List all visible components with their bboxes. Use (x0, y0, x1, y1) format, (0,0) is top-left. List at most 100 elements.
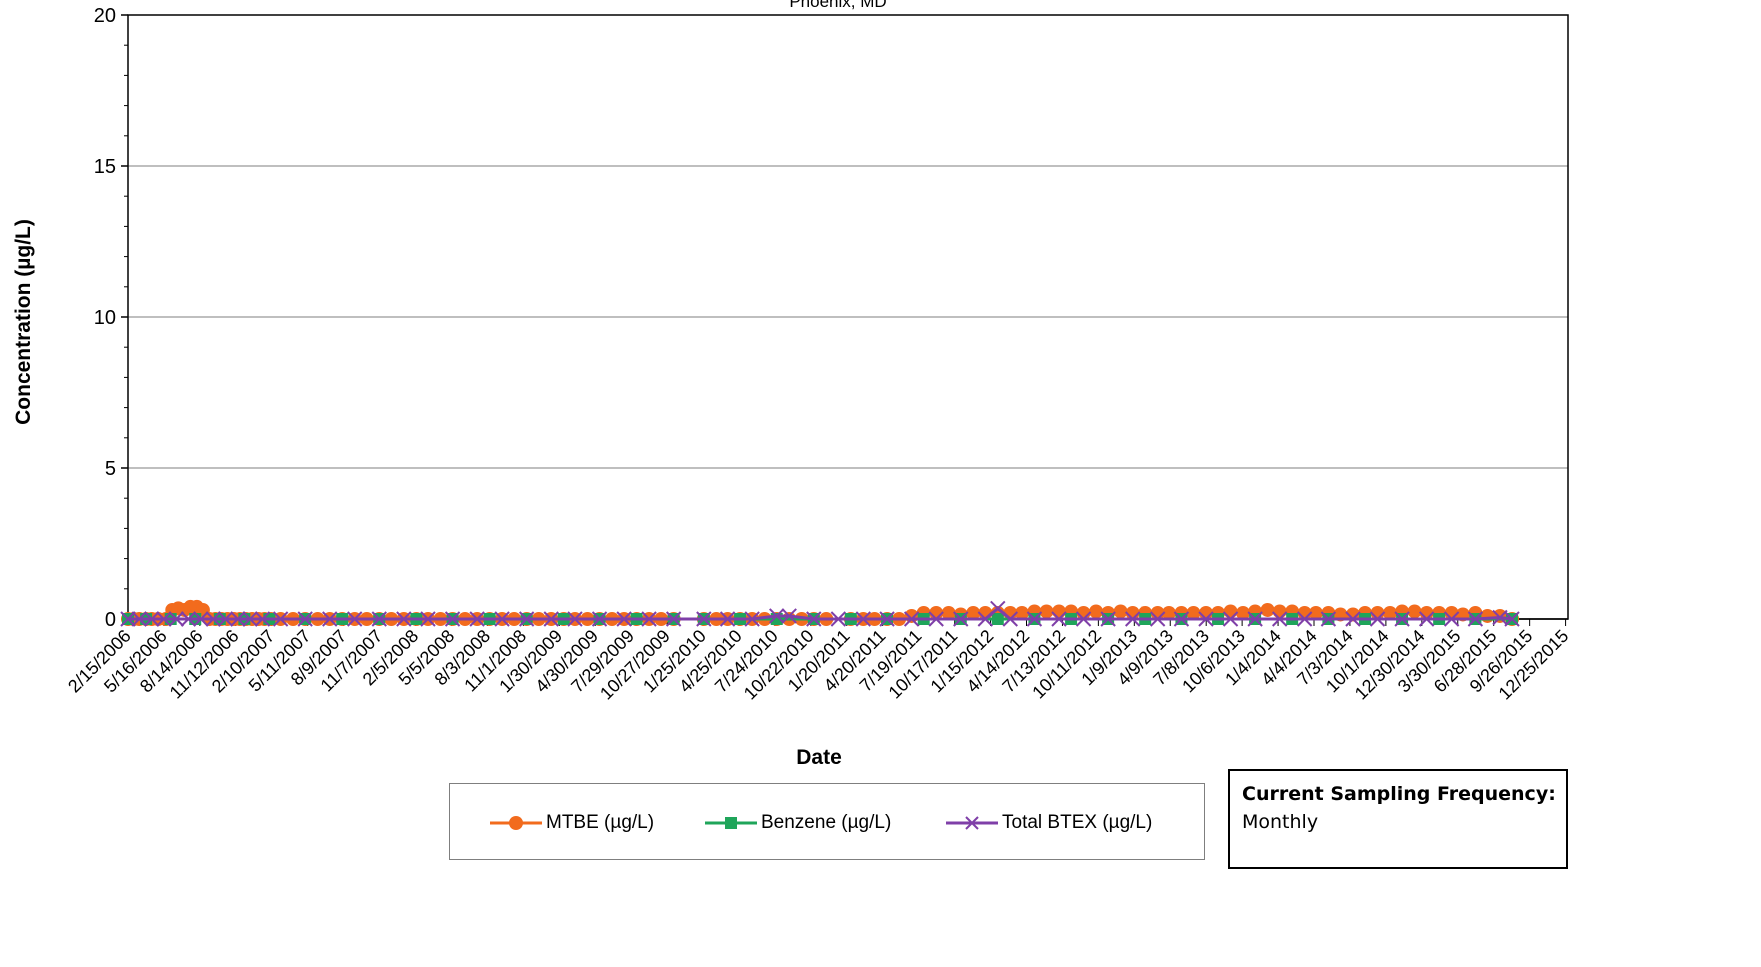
data-point-stroke (144, 611, 160, 627)
data-point-stroke (1124, 611, 1141, 627)
data-point-total-btex-g-l (616, 611, 632, 627)
data-point-total-btex-g-l (297, 611, 313, 627)
data-point-stroke (217, 611, 234, 627)
data-point-total-btex-g-l (180, 611, 197, 627)
data-point-benzene-g-l (991, 613, 1004, 625)
data-point-total-btex-g-l (144, 611, 160, 627)
data-point-stroke (696, 611, 712, 627)
data-point-stroke (1320, 611, 1337, 627)
data-point-total-btex-g-l (168, 611, 185, 627)
data-point-total-btex-g-l (1345, 611, 1361, 627)
data-point-stroke (1002, 611, 1018, 627)
data-point-total-btex-g-l (879, 611, 895, 627)
data-point-mtbe-g-l (1383, 605, 1398, 620)
data-point-mtbe-g-l (1113, 604, 1128, 619)
data-point-stroke (1345, 611, 1361, 627)
data-point-stroke (591, 611, 608, 627)
data-point-total-btex-g-l (830, 611, 847, 627)
series-layer (120, 599, 1520, 627)
data-point-stroke (322, 611, 338, 627)
data-point-stroke (230, 611, 246, 627)
data-point-stroke (1149, 611, 1166, 627)
data-point-stroke (272, 611, 289, 627)
data-point-stroke (990, 600, 1006, 617)
data-point-stroke (781, 608, 797, 624)
data-point-stroke (1443, 611, 1460, 627)
legend-swatch-mtbe (490, 816, 542, 830)
data-point-total-btex-g-l (469, 611, 485, 627)
legend: MTBE (µg/L) Benzene (µg/L) Total BTEX (µ… (449, 783, 1205, 860)
data-point-total-btex-g-l (1149, 611, 1166, 627)
y-tick-label: 5 (105, 458, 116, 480)
data-point-total-btex-g-l (444, 611, 461, 627)
data-point-total-btex-g-l (131, 611, 147, 627)
data-point-total-btex-g-l (567, 611, 583, 627)
legend-item-total-btex: Total BTEX (µg/L) (946, 812, 1152, 834)
gridlines (128, 165, 1568, 469)
data-point-total-btex-g-l (1026, 611, 1043, 627)
data-point-total-btex-g-l (977, 611, 994, 627)
data-point-mtbe-g-l (904, 608, 919, 623)
data-point-stroke (1051, 611, 1067, 627)
legend-swatch-total-btex (946, 816, 998, 830)
data-point-stroke (719, 611, 736, 627)
data-point-mtbe-g-l (1236, 605, 1251, 620)
data-point-total-btex-g-l (242, 611, 258, 627)
data-point-total-btex-g-l (254, 611, 271, 627)
data-point-stroke (371, 611, 387, 627)
data-point-stroke (616, 611, 632, 627)
data-point-total-btex-g-l (769, 608, 785, 624)
data-point-total-btex-g-l (322, 611, 338, 627)
data-point-total-btex-g-l (665, 611, 682, 627)
data-point-total-btex-g-l (1394, 611, 1410, 627)
data-point-total-btex-g-l (1467, 611, 1484, 627)
data-point-stroke (977, 611, 994, 627)
data-point-stroke (806, 611, 822, 627)
legend-label-benzene: Benzene (µg/L) (761, 812, 892, 833)
data-point-total-btex-g-l (396, 611, 412, 627)
data-point-total-btex-g-l (205, 611, 222, 627)
data-point-stroke (928, 611, 944, 627)
data-point-total-btex-g-l (1504, 611, 1520, 627)
data-point-stroke (131, 611, 147, 627)
data-point-stroke (641, 611, 657, 627)
data-point-stroke (347, 611, 363, 627)
data-point-stroke (855, 611, 872, 627)
data-point-total-btex-g-l (217, 611, 234, 627)
data-point-stroke (1100, 611, 1116, 627)
data-point-stroke (444, 611, 461, 627)
data-point-stroke (1418, 611, 1435, 627)
x-axis-title: Date (796, 746, 842, 769)
y-axis-title: Concentration (µg/L) (12, 219, 35, 425)
data-point-total-btex-g-l (120, 611, 136, 627)
legend-label-total-btex: Total BTEX (µg/L) (1002, 812, 1153, 833)
data-point-stroke (193, 611, 209, 627)
data-point-stroke (543, 611, 559, 627)
data-point-total-btex-g-l (591, 611, 608, 627)
data-point-stroke (1271, 611, 1288, 627)
data-point-stroke (120, 611, 136, 627)
data-point-total-btex-g-l (1320, 611, 1337, 627)
data-point-total-btex-g-l (953, 611, 969, 627)
data-point-stroke (1467, 611, 1484, 627)
data-point-stroke (1222, 611, 1239, 627)
y-tick-label: 15 (94, 156, 116, 178)
data-point-mtbe-g-l (1161, 605, 1176, 620)
data-point-stroke (1369, 611, 1386, 627)
data-point-total-btex-g-l (1296, 611, 1313, 627)
data-point-stroke (567, 611, 583, 627)
data-point-stroke (1296, 611, 1313, 627)
data-point-total-btex-g-l (641, 611, 657, 627)
data-point-total-btex-g-l (781, 608, 797, 624)
legend-item-mtbe: MTBE (µg/L) (490, 812, 654, 834)
data-point-total-btex-g-l (1051, 611, 1067, 627)
x-axis-ticks: 2/15/20065/16/20068/14/200611/12/20062/1… (64, 618, 1572, 704)
data-point-stroke (297, 611, 313, 627)
data-point-mtbe-g-l (966, 605, 981, 620)
data-point-total-btex-g-l (744, 611, 760, 627)
data-point-total-btex-g-l (272, 611, 289, 627)
data-point-stroke (769, 608, 785, 624)
data-point-total-btex-g-l (1443, 611, 1460, 627)
data-point-mtbe-g-l (1014, 605, 1029, 620)
data-point-stroke (396, 611, 412, 627)
